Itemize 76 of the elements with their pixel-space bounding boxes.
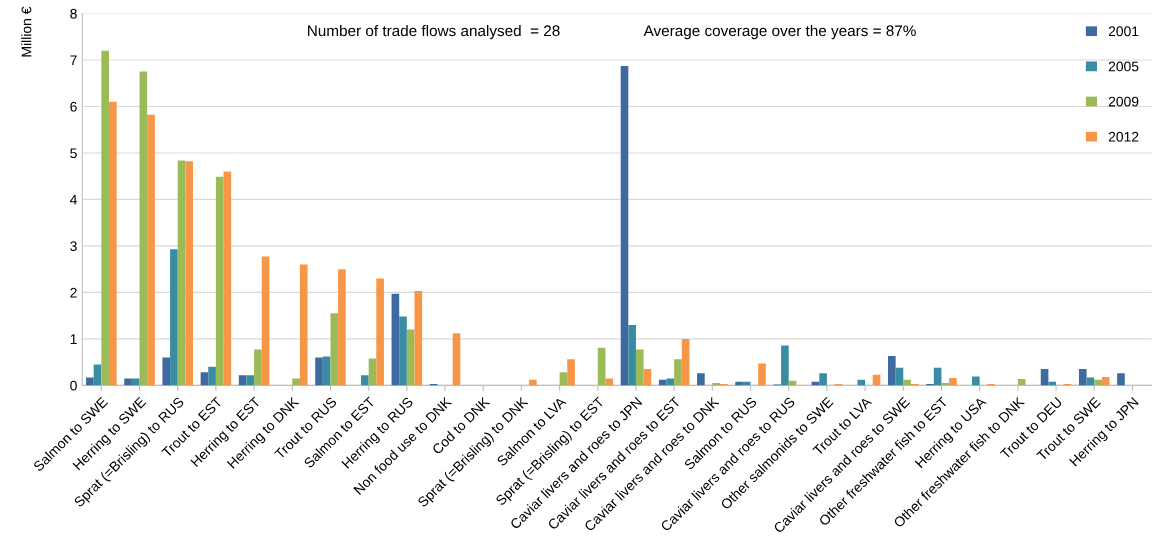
bar — [1040, 369, 1049, 386]
bar — [170, 249, 178, 386]
bar — [1078, 369, 1087, 386]
legend-label: 2005 — [1108, 61, 1139, 72]
bar — [559, 372, 568, 386]
bar — [330, 313, 339, 386]
bar — [628, 324, 636, 386]
bar — [215, 176, 224, 386]
bar — [452, 333, 461, 386]
bar — [124, 378, 132, 386]
bar — [605, 378, 614, 386]
bar — [674, 359, 682, 386]
y-tick-label: 5 — [70, 148, 77, 159]
legend-label: 2001 — [1108, 26, 1139, 37]
y-tick-label: 7 — [70, 55, 77, 65]
bar — [368, 358, 377, 386]
y-tick-label: 0 — [70, 380, 77, 391]
bar — [643, 369, 652, 386]
bar — [292, 378, 300, 386]
bar — [857, 379, 866, 386]
bar — [238, 375, 247, 386]
bar — [177, 160, 186, 386]
bar — [529, 379, 537, 386]
y-tick-label: 8 — [70, 8, 77, 19]
annotation: Number of trade flows analysed = 28 — [308, 24, 560, 40]
bar — [1094, 379, 1102, 386]
bar — [315, 357, 323, 386]
y-tick-label: 4 — [69, 194, 77, 205]
bar — [93, 364, 102, 386]
legend-label: 2012 — [1108, 131, 1139, 142]
bar — [338, 269, 346, 386]
bar — [261, 256, 270, 386]
bar — [361, 375, 369, 386]
bar — [200, 372, 209, 386]
bar — [620, 66, 629, 386]
bar — [781, 345, 789, 386]
bar — [635, 349, 644, 386]
legend-label: 2009 — [1108, 96, 1139, 107]
y-tick-label: 1 — [70, 334, 77, 344]
bar — [567, 359, 575, 386]
bar — [972, 376, 980, 386]
bar — [223, 171, 232, 386]
bar — [391, 293, 400, 386]
bar — [101, 50, 109, 386]
bar — [1117, 373, 1125, 386]
bar — [406, 329, 415, 386]
bar — [1086, 377, 1095, 386]
bar — [666, 378, 675, 386]
y-tick-label: 6 — [70, 101, 77, 112]
bar — [888, 356, 896, 386]
bar — [246, 375, 255, 386]
bar — [376, 278, 384, 386]
bar — [414, 291, 423, 386]
bar — [108, 101, 117, 386]
bar — [86, 377, 94, 386]
annotation: Average coverage over the years = 87% — [643, 24, 916, 40]
bar — [949, 377, 957, 386]
y-axis-title: Million € — [21, 6, 32, 57]
y-tick-label: 2 — [70, 287, 77, 298]
bar — [697, 373, 705, 386]
bar — [903, 379, 911, 386]
bar — [131, 378, 140, 386]
bar — [208, 366, 216, 386]
bar — [185, 161, 193, 386]
bar — [162, 357, 171, 386]
bar — [681, 338, 690, 386]
bar — [758, 363, 766, 386]
bar — [658, 379, 667, 386]
bar — [819, 373, 827, 386]
bar — [399, 316, 407, 386]
bar — [139, 71, 148, 386]
bar — [147, 114, 155, 386]
bar — [299, 264, 308, 386]
y-tick-label: 3 — [70, 241, 77, 252]
bar — [597, 347, 606, 386]
bar — [254, 349, 262, 386]
